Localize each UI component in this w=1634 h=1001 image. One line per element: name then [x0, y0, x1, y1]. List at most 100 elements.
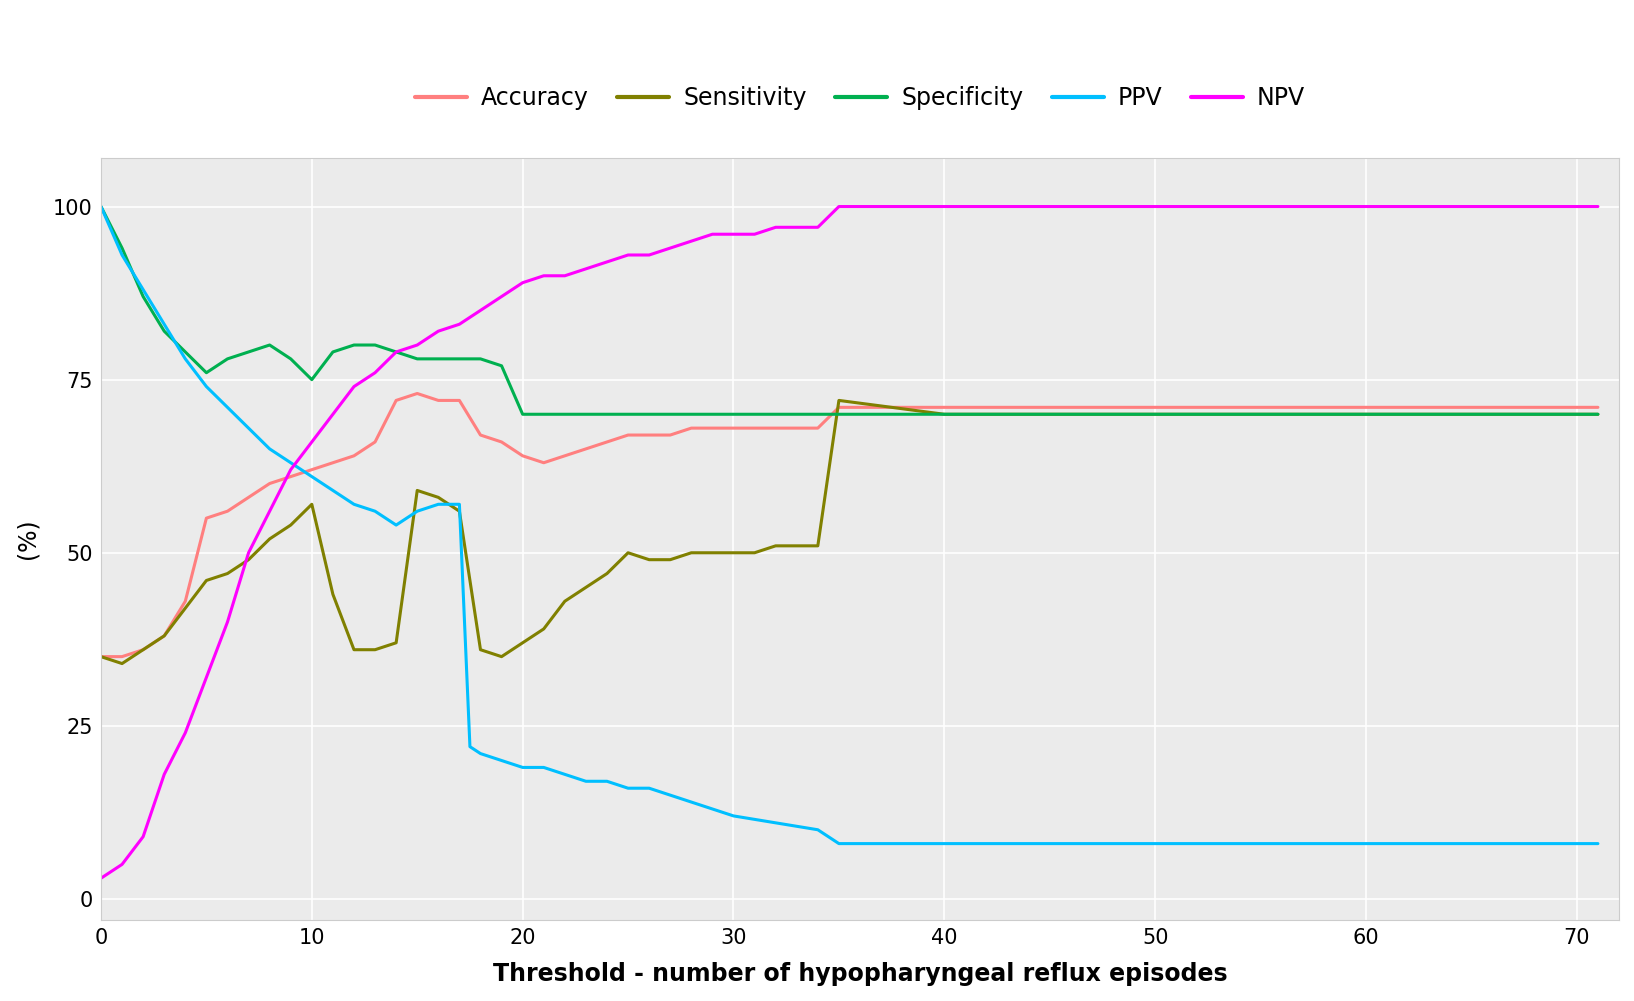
- PPV: [1567, 838, 1587, 850]
- Sensitivity: [1588, 408, 1608, 420]
- PPV: [1588, 838, 1608, 850]
- Accuracy: [935, 401, 954, 413]
- Specificity: [724, 408, 743, 420]
- Sensitivity: [239, 554, 258, 566]
- Specificity: [534, 408, 554, 420]
- Specificity: [681, 408, 701, 420]
- Line: Accuracy: Accuracy: [101, 393, 1598, 657]
- Sensitivity: [175, 603, 194, 615]
- PPV: [407, 506, 426, 518]
- PPV: [260, 442, 279, 454]
- Specificity: [281, 353, 301, 365]
- Specificity: [134, 290, 154, 302]
- Sensitivity: [407, 484, 426, 496]
- PPV: [724, 810, 743, 822]
- NPV: [260, 506, 279, 518]
- Accuracy: [217, 506, 237, 518]
- Specificity: [1461, 408, 1480, 420]
- Sensitivity: [260, 533, 279, 545]
- PPV: [513, 762, 533, 774]
- Sensitivity: [577, 582, 596, 594]
- Accuracy: [324, 456, 343, 468]
- PPV: [828, 838, 848, 850]
- Specificity: [1250, 408, 1270, 420]
- Specificity: [386, 346, 405, 358]
- Specificity: [428, 353, 448, 365]
- PPV: [239, 422, 258, 434]
- NPV: [681, 235, 701, 247]
- Sensitivity: [471, 644, 490, 656]
- Sensitivity: [196, 575, 216, 587]
- Sensitivity: [809, 540, 828, 552]
- Specificity: [596, 408, 616, 420]
- Accuracy: [534, 456, 554, 468]
- NPV: [1250, 200, 1270, 212]
- Sensitivity: [513, 637, 533, 649]
- Accuracy: [492, 436, 511, 448]
- Specificity: [1567, 408, 1587, 420]
- Accuracy: [577, 442, 596, 454]
- Sensitivity: [155, 630, 175, 642]
- NPV: [113, 859, 132, 871]
- Specificity: [1588, 408, 1608, 420]
- NPV: [1567, 200, 1587, 212]
- Specificity: [239, 346, 258, 358]
- NPV: [449, 318, 469, 330]
- NPV: [513, 276, 533, 288]
- Sensitivity: [281, 520, 301, 532]
- Sensitivity: [1567, 408, 1587, 420]
- Specificity: [113, 242, 132, 254]
- PPV: [1039, 838, 1059, 850]
- Specificity: [556, 408, 575, 420]
- Accuracy: [745, 422, 765, 434]
- NPV: [386, 346, 405, 358]
- Accuracy: [788, 422, 807, 434]
- Line: PPV: PPV: [101, 206, 1598, 844]
- NPV: [660, 242, 680, 254]
- Accuracy: [407, 387, 426, 399]
- Sensitivity: [1356, 408, 1376, 420]
- NPV: [577, 263, 596, 275]
- Accuracy: [660, 429, 680, 441]
- PPV: [596, 776, 616, 788]
- PPV: [492, 755, 511, 767]
- Specificity: [1356, 408, 1376, 420]
- Sensitivity: [788, 540, 807, 552]
- PPV: [639, 782, 659, 794]
- Accuracy: [302, 463, 322, 475]
- Accuracy: [1250, 401, 1270, 413]
- PPV: [217, 401, 237, 413]
- Specificity: [935, 408, 954, 420]
- Sensitivity: [766, 540, 786, 552]
- PPV: [366, 506, 386, 518]
- NPV: [134, 831, 154, 843]
- Accuracy: [1567, 401, 1587, 413]
- NPV: [471, 304, 490, 316]
- NPV: [828, 200, 848, 212]
- Specificity: [155, 325, 175, 337]
- PPV: [345, 498, 364, 511]
- NPV: [809, 221, 828, 233]
- Accuracy: [1588, 401, 1608, 413]
- PPV: [113, 249, 132, 261]
- Specificity: [1039, 408, 1059, 420]
- Sensitivity: [660, 554, 680, 566]
- PPV: [660, 789, 680, 801]
- Accuracy: [1356, 401, 1376, 413]
- Sensitivity: [935, 408, 954, 420]
- Sensitivity: [828, 394, 848, 406]
- NPV: [1588, 200, 1608, 212]
- Specificity: [639, 408, 659, 420]
- Specificity: [217, 353, 237, 365]
- Sensitivity: [428, 491, 448, 504]
- PPV: [809, 824, 828, 836]
- NPV: [492, 290, 511, 302]
- Sensitivity: [492, 651, 511, 663]
- PPV: [155, 318, 175, 330]
- Specificity: [92, 200, 111, 212]
- Y-axis label: (%): (%): [15, 519, 39, 560]
- PPV: [175, 353, 194, 365]
- Accuracy: [239, 491, 258, 504]
- NPV: [324, 408, 343, 420]
- Sensitivity: [1250, 408, 1270, 420]
